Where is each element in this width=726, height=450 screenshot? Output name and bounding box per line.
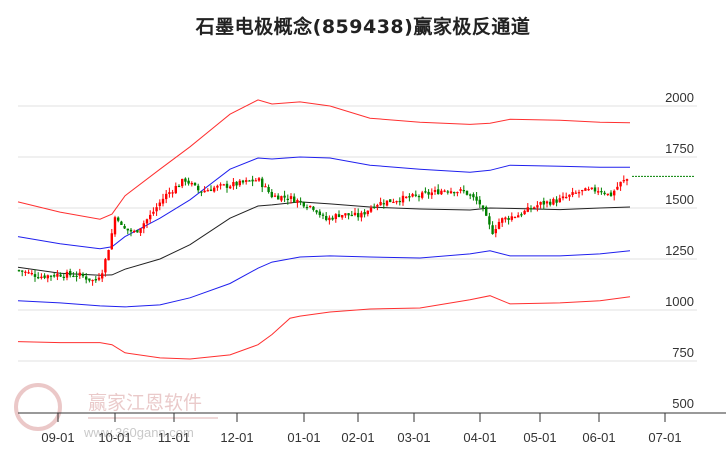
watermark-logo-icon: [14, 383, 62, 431]
y-tick-label: 1500: [665, 192, 694, 207]
middle-line: [17, 201, 631, 276]
x-axis: 09-01 10-01 11-01 12-01 01-01 02-01 03-01 04-01…: [18, 412, 726, 445]
grid-lines: [18, 105, 697, 362]
outer-lower-line: [17, 295, 631, 360]
watermark-url: www.360gann.com: [83, 425, 194, 440]
watermark: 赢家江恩软件 www.360gann.com: [14, 383, 218, 440]
candlesticks: [17, 175, 629, 286]
y-tick-label: 1000: [665, 294, 694, 309]
x-tick-label: 07-01: [648, 430, 681, 445]
x-tick-label: 09-01: [41, 430, 74, 445]
y-tick-label: 2000: [665, 90, 694, 105]
x-tick-label: 12-01: [220, 430, 253, 445]
y-tick-label: 500: [672, 396, 694, 411]
x-tick-label: 03-01: [397, 430, 430, 445]
y-tick-label: 750: [672, 345, 694, 360]
channel-bands: [17, 99, 694, 360]
chart-title: 石墨电极概念(859438)赢家极反通道: [195, 16, 531, 38]
x-tick-label: 11-01: [158, 430, 190, 445]
x-tick-label: 05-01: [523, 430, 556, 445]
inner-upper-line: [17, 156, 630, 250]
y-axis: 2000 1750 1500 1250 1000 750 500: [665, 90, 694, 411]
x-tick-label: 06-01: [582, 430, 615, 445]
watermark-brand: 赢家江恩软件: [88, 392, 202, 414]
x-tick-label: 04-01: [463, 430, 496, 445]
x-tick-label: 10-01: [98, 430, 131, 445]
y-tick-label: 1750: [665, 141, 694, 156]
x-tick-label: 02-01: [341, 430, 374, 445]
y-tick-label: 1250: [665, 243, 694, 258]
outer-upper-line: [17, 99, 631, 220]
x-tick-label: 01-01: [287, 430, 320, 445]
inner-lower-line: [17, 250, 631, 308]
